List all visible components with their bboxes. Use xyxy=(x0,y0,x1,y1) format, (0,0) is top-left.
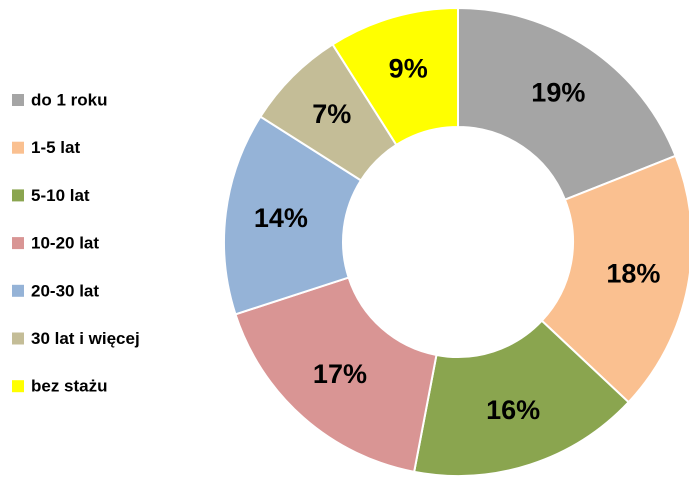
data-label: 18% xyxy=(606,259,660,289)
data-label: 7% xyxy=(312,99,351,129)
donut-slice xyxy=(223,115,363,316)
data-label: 9% xyxy=(389,54,428,84)
legend-label: 30 lat i więcej xyxy=(31,329,140,348)
legend-swatch xyxy=(12,380,24,393)
legend-label: bez stażu xyxy=(31,377,108,396)
donut-slice xyxy=(234,276,438,474)
data-label: 19% xyxy=(531,77,585,107)
legend-swatch xyxy=(12,284,24,297)
legend-swatch xyxy=(12,237,24,250)
data-label: 16% xyxy=(486,395,540,425)
legend-label: do 1 roku xyxy=(31,90,108,109)
donut-slice xyxy=(540,154,689,404)
donut-slice xyxy=(457,6,677,201)
legend-label: 10-20 lat xyxy=(31,234,99,253)
legend-swatch xyxy=(12,189,24,202)
legend-swatch xyxy=(12,141,24,154)
data-label: 14% xyxy=(254,203,308,233)
data-label: 17% xyxy=(313,359,367,389)
legend-swatch xyxy=(12,332,24,345)
donut-slice xyxy=(412,319,630,477)
legend-swatch xyxy=(12,94,24,106)
donut-slice xyxy=(331,6,459,147)
legend-label: 1-5 lat xyxy=(31,138,80,157)
legend-label: 5-10 lat xyxy=(31,186,90,205)
legend-label: 20-30 lat xyxy=(31,281,99,300)
